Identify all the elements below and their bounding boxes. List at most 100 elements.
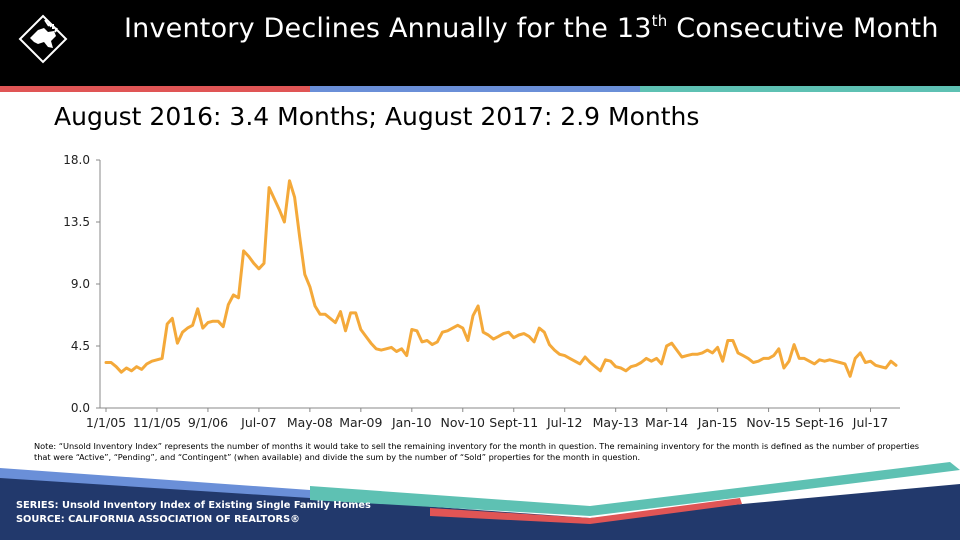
- data-point: [462, 327, 464, 329]
- data-point: [135, 365, 138, 368]
- x-tick-label: Jul-12: [546, 415, 583, 430]
- data-point: [834, 360, 836, 362]
- data-point: [263, 262, 265, 265]
- data-point: [670, 342, 673, 344]
- data-point: [253, 262, 255, 265]
- data-point: [380, 349, 383, 351]
- data-point: [140, 368, 143, 371]
- data-point: [166, 323, 168, 325]
- data-point: [314, 305, 316, 307]
- california-bear-icon: [18, 14, 68, 64]
- data-point: [319, 313, 321, 316]
- data-point: [288, 179, 291, 182]
- header-bar: Inventory Declines Annually for the 13th…: [0, 0, 960, 86]
- data-point: [181, 331, 184, 333]
- x-tick-label: May-13: [593, 415, 639, 430]
- data-point: [191, 324, 194, 327]
- data-point: [676, 349, 678, 351]
- data-point: [385, 348, 388, 350]
- data-point: [665, 345, 668, 347]
- data-point: [344, 330, 347, 332]
- data-point: [620, 367, 622, 369]
- data-point: [324, 313, 327, 316]
- data-point: [543, 331, 546, 333]
- data-point: [492, 338, 495, 340]
- slide-title: Inventory Declines Annually for the 13th…: [124, 12, 939, 44]
- data-point: [217, 320, 219, 322]
- data-point: [584, 356, 586, 358]
- data-point: [803, 357, 806, 360]
- data-point: [696, 353, 698, 356]
- data-point: [523, 332, 525, 335]
- x-tick-label: Jul-07: [240, 415, 277, 430]
- data-point: [146, 363, 148, 365]
- data-point: [660, 363, 663, 365]
- data-point: [655, 357, 658, 360]
- data-point: [757, 360, 760, 362]
- data-point: [574, 360, 576, 362]
- header-color-stripe: [0, 86, 960, 92]
- y-tick-label: 0.0: [71, 401, 90, 415]
- data-point: [390, 346, 393, 349]
- data-point: [196, 308, 199, 310]
- data-point: [242, 250, 245, 252]
- y-tick-label: 4.5: [71, 339, 90, 353]
- data-point: [609, 360, 612, 362]
- data-point: [854, 357, 856, 360]
- data-point: [793, 343, 795, 346]
- data-point: [370, 342, 372, 344]
- data-point: [365, 335, 367, 338]
- x-tick-label: Jul-17: [852, 415, 889, 430]
- data-point: [895, 364, 897, 367]
- data-point: [125, 367, 128, 369]
- x-axis: 1/1/05 11/1/05 9/1/06 Jul-07 May-08 Mar-09 Jan…: [86, 407, 900, 430]
- data-point: [156, 359, 158, 361]
- data-point: [742, 354, 744, 357]
- data-point: [625, 370, 627, 372]
- x-tick-label: 1/1/05: [86, 415, 126, 430]
- data-point: [548, 343, 551, 346]
- data-point: [487, 334, 490, 336]
- data-point: [752, 361, 755, 364]
- x-tick-label: Mar-09: [339, 415, 382, 430]
- series-label: SERIES: Unsold Inventory Index of Existi…: [16, 500, 371, 511]
- data-point: [630, 365, 632, 368]
- y-tick-label: 13.5: [63, 215, 90, 229]
- x-tick-label: Jan-10: [391, 415, 432, 430]
- data-point: [635, 364, 637, 367]
- data-point: [553, 349, 556, 351]
- data-point: [436, 341, 439, 343]
- data-point: [874, 364, 877, 367]
- data-point: [354, 312, 357, 314]
- data-point: [558, 353, 561, 356]
- data-point: [844, 363, 846, 365]
- data-point: [186, 327, 189, 329]
- footer-decoration: [0, 462, 960, 540]
- data-point: [864, 361, 867, 364]
- x-tick-label: Sept-16: [795, 415, 844, 430]
- data-point: [247, 255, 250, 258]
- data-point: [640, 361, 642, 364]
- data-point: [482, 331, 485, 333]
- data-point: [507, 331, 510, 333]
- data-point: [405, 354, 408, 357]
- data-point: [885, 367, 887, 369]
- x-tick-label: Jan-15: [697, 415, 738, 430]
- data-point: [839, 361, 841, 364]
- data-point: [375, 348, 377, 350]
- data-point: [426, 339, 428, 342]
- data-point: [869, 360, 872, 362]
- data-point: [518, 334, 520, 336]
- data-point: [808, 360, 811, 362]
- data-point: [818, 359, 821, 361]
- data-point: [115, 365, 117, 368]
- y-tick-label: 9.0: [71, 277, 90, 291]
- y-axis: 0.0 4.5 9.0 13.5 18.0: [63, 153, 101, 415]
- chart-note: Note: “Unsold Inventory Index” represent…: [34, 441, 920, 462]
- data-point: [691, 353, 693, 356]
- data-point: [732, 339, 734, 342]
- data-point: [467, 339, 469, 342]
- data-point: [416, 330, 418, 332]
- source-label: SOURCE: CALIFORNIA ASSOCIATION OF REALTO…: [16, 514, 300, 525]
- data-point: [737, 352, 739, 354]
